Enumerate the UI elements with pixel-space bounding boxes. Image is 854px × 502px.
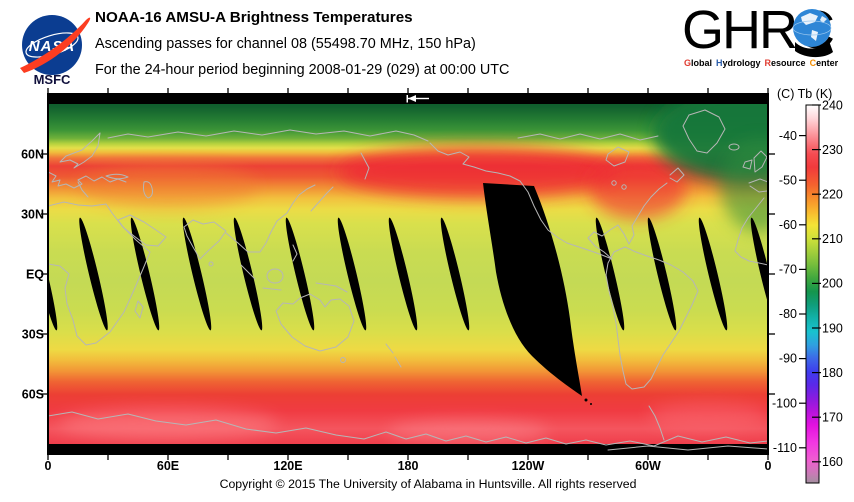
kelvin-tick-label: 220 [822,188,843,202]
page-period: For the 24-hour period beginning 2008-01… [95,62,510,78]
lon-axis-label: 60E [157,459,179,473]
page-subtitle: Ascending passes for channel 08 (55498.7… [95,36,476,52]
lon-axis-label: 0 [45,459,52,473]
kelvin-tick-label: 240 [822,99,843,113]
ghrc-tagline: Global Hydrology Resource Center [684,58,854,68]
title-block: NOAA-16 AMSU-A Brightness Temperatures A… [95,5,509,83]
ghrc-tagline-rest-0: lobal [691,58,713,68]
data-gap-swaths [48,217,768,331]
colorbar: (C) Tb (K) 240 230 220 210 200 190 [772,87,843,484]
lon-axis: 0 60E 120E 180 120W 60W 0 [45,459,772,473]
kelvin-tick-label: 190 [822,321,843,335]
lat-axis-label: 60N [21,148,44,162]
coastlines [48,109,768,451]
ghrc-tagline-initial-3: C [809,58,817,68]
start-arrow-icon [406,94,429,103]
map-figure: 60N 30N EQ 30S 60S 0 60E 120E 180 120W 6… [21,87,843,491]
lat-axis-label: EQ [26,268,44,282]
celsius-tick-label: -80 [779,307,797,321]
ghrc-tagline-rest-3: enter [816,58,839,68]
celsius-tick-label: -90 [779,352,797,366]
kelvin-tick-label: 160 [822,455,843,469]
celsius-tick-label: -100 [772,397,797,411]
celsius-tick-label: -40 [779,129,797,143]
lat-axis-label: 60S [22,388,44,402]
lat-axis: 60N 30N EQ 30S 60S [21,148,44,402]
kelvin-tick-label: 180 [822,366,843,380]
lon-axis-label: 120E [273,459,302,473]
kelvin-scale: 240 230 220 210 200 190 180 170 160 [822,99,843,470]
lat-axis-label: 30S [22,328,44,342]
celsius-scale: -40 -50 -60 -70 -80 -90 -100 -110 [772,129,797,455]
colorbar-title: (C) Tb (K) [777,87,832,101]
ghrc-logo: GHRC [682,2,835,58]
nasa-logo-icon: NASA [20,15,91,75]
kelvin-tick-label: 170 [822,410,843,424]
kelvin-tick-label: 230 [822,143,843,157]
lon-axis-label: 180 [398,459,419,473]
colorbar-ticks [799,104,821,463]
ghrc-tagline-initial-1: H [716,58,723,68]
msfc-label: MSFC [33,72,71,87]
kelvin-tick-label: 200 [822,277,843,291]
celsius-tick-label: -50 [779,174,797,188]
map-plot [47,93,769,455]
copyright-text: Copyright © 2015 The University of Alaba… [220,477,637,491]
ghrc-tagline-initial-0: G [684,58,692,68]
ghrc-tagline-rest-2: esource [771,58,806,68]
lat-axis-label: 30N [21,208,44,222]
lon-axis-label: 120W [512,459,545,473]
page-title: NOAA-16 AMSU-A Brightness Temperatures [95,9,413,26]
globe-icon [792,9,833,58]
ghrc-tagline-initial-2: R [764,58,772,68]
lon-axis-label: 0 [765,459,772,473]
lon-axis-label: 60W [635,459,661,473]
celsius-tick-label: -110 [773,441,797,455]
celsius-tick-label: -60 [779,218,797,232]
axis-ticks [41,88,775,460]
missing-orbit-wedge [483,183,592,405]
celsius-tick-label: -70 [779,263,797,277]
ghrc-tagline-rest-1: ydrology [722,58,761,68]
kelvin-tick-label: 210 [822,232,843,246]
